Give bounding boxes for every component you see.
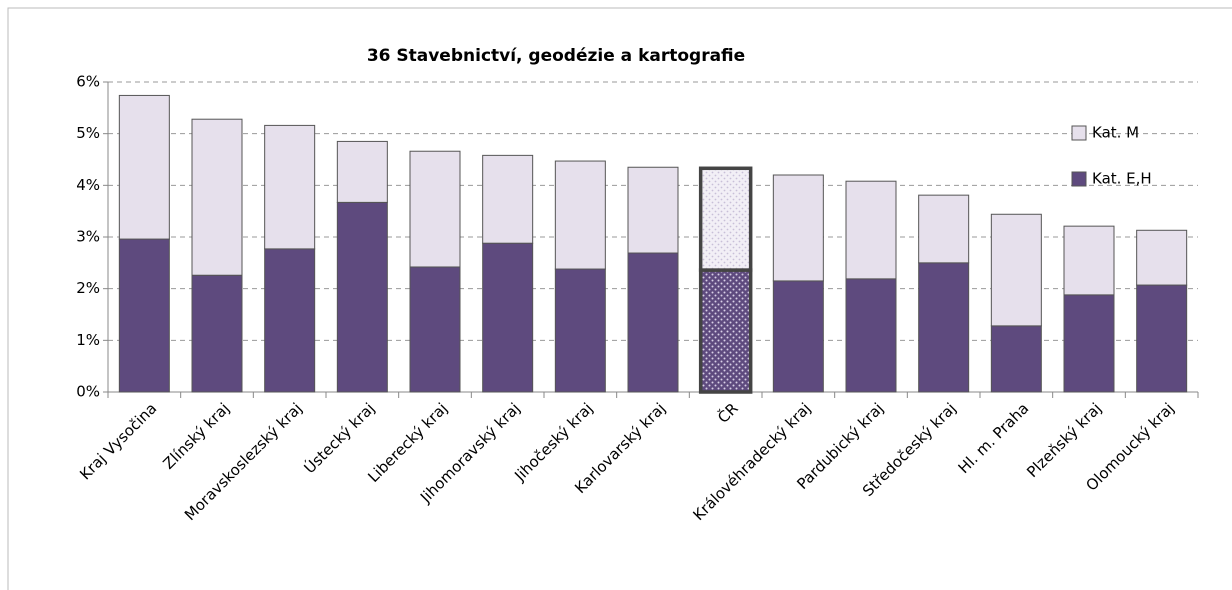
bar-segment	[772, 174, 824, 282]
y-tick-label: 2%	[76, 279, 100, 297]
bar-segment	[918, 262, 970, 393]
x-tick-label: Ústecký kraj	[300, 399, 379, 478]
bar-segment	[1063, 225, 1115, 296]
x-tick-label: Kraj Vysočina	[76, 399, 160, 483]
bar-segment	[1063, 294, 1115, 393]
bar-segment	[409, 150, 461, 268]
bar-segment	[845, 278, 897, 393]
x-tick-label: Hl. m. Praha	[955, 399, 1033, 477]
bar-segment	[918, 194, 970, 264]
y-tick-label: 1%	[76, 331, 100, 349]
bar-segment	[336, 140, 388, 203]
bar-segment	[772, 280, 824, 393]
bar-segment	[627, 166, 679, 254]
bar-segment	[1136, 229, 1188, 286]
chart-title: 36 Stavebnictví, geodézie a kartografie	[367, 46, 745, 66]
bar-segment	[554, 160, 606, 270]
bar-segment	[264, 124, 316, 250]
legend-label: Kat. E,H	[1092, 170, 1152, 188]
bar-segment	[118, 94, 170, 240]
bar-segment	[409, 266, 461, 393]
x-tick-label: Královéhradecký kraj	[690, 399, 815, 524]
y-tick-label: 3%	[76, 228, 100, 246]
bar-segment	[1136, 284, 1188, 393]
frame	[7, 7, 1232, 590]
bar-segment	[336, 201, 388, 393]
bar-segment	[990, 213, 1042, 327]
bar-segment	[698, 166, 753, 272]
bar-segment	[264, 248, 316, 393]
legend-swatch	[1071, 171, 1087, 187]
x-tick-label: Moravskoslezský kraj	[181, 399, 306, 524]
legend-label: Kat. M	[1092, 124, 1139, 142]
bar-segment	[191, 118, 243, 276]
y-tick-label: 0%	[76, 383, 100, 401]
x-tick-label: Zlínský kraj	[160, 399, 234, 473]
bar-segment	[845, 180, 897, 280]
bar-segment	[990, 325, 1042, 393]
bar-segment	[698, 268, 753, 394]
y-tick-label: 5%	[76, 124, 100, 142]
bar-segment	[191, 274, 243, 393]
x-tick-label: ČR	[713, 399, 741, 427]
bar-segment	[482, 154, 534, 244]
bar-segment	[627, 252, 679, 393]
bar-segment	[118, 238, 170, 393]
bar-segment	[554, 268, 606, 393]
y-tick-label: 4%	[76, 176, 100, 194]
bar-segment	[482, 242, 534, 393]
legend-swatch	[1071, 125, 1087, 141]
x-tick-label: Plzeňský kraj	[1023, 399, 1105, 481]
y-tick-label: 6%	[76, 73, 100, 91]
